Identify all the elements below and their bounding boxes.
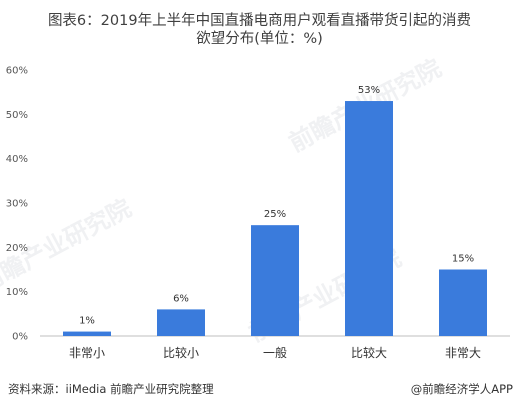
bar-4	[345, 101, 393, 337]
y-tick-label: 0%	[12, 332, 28, 343]
bar-1	[63, 331, 111, 336]
data-label-1: 1%	[79, 316, 95, 327]
x-category-label-1: 非常小	[69, 346, 105, 360]
x-category-label-5: 非常大	[445, 346, 481, 360]
bar-2	[157, 309, 205, 336]
data-label-3: 25%	[264, 209, 286, 220]
x-category-label-2: 比较小	[163, 345, 199, 360]
data-label-2: 6%	[173, 293, 189, 304]
y-tick-label: 50%	[6, 110, 28, 121]
source-note: 资料来源：iiMedia 前瞻产业研究院整理	[8, 382, 214, 396]
bar-5	[439, 269, 487, 336]
bars	[63, 101, 487, 337]
y-axis-ticks: 0% 10% 20% 30% 40% 50% 60%	[6, 66, 28, 343]
x-category-label-3: 一般	[263, 345, 287, 360]
x-category-label-4: 比较大	[351, 345, 387, 360]
data-labels: 1% 6% 25% 53% 15%	[79, 85, 474, 327]
data-label-4: 53%	[358, 85, 380, 96]
bar-3	[251, 225, 299, 336]
y-tick-label: 60%	[6, 66, 28, 77]
y-tick-label: 40%	[6, 154, 28, 165]
data-label-5: 15%	[452, 254, 474, 265]
chart-title-line2: 欲望分布(单位：%)	[196, 31, 323, 47]
y-tick-label: 10%	[6, 287, 28, 298]
chart-title: 图表6：2019年上半年中国直播电商用户观看直播带货引起的消费 欲望分布(单位：…	[0, 12, 519, 48]
chart-title-line1: 图表6：2019年上半年中国直播电商用户观看直播带货引起的消费	[47, 13, 472, 29]
y-tick-label: 20%	[6, 243, 28, 254]
x-axis-categories: 非常小 比较小 一般 比较大 非常大	[69, 345, 481, 360]
y-tick-label: 30%	[6, 199, 28, 210]
bar-chart: 0% 10% 20% 30% 40% 50% 60% 1% 6% 25% 53% 15% 非常小 比较…	[6, 66, 510, 360]
brand-credit: @前瞻经济学人APP	[410, 382, 513, 396]
